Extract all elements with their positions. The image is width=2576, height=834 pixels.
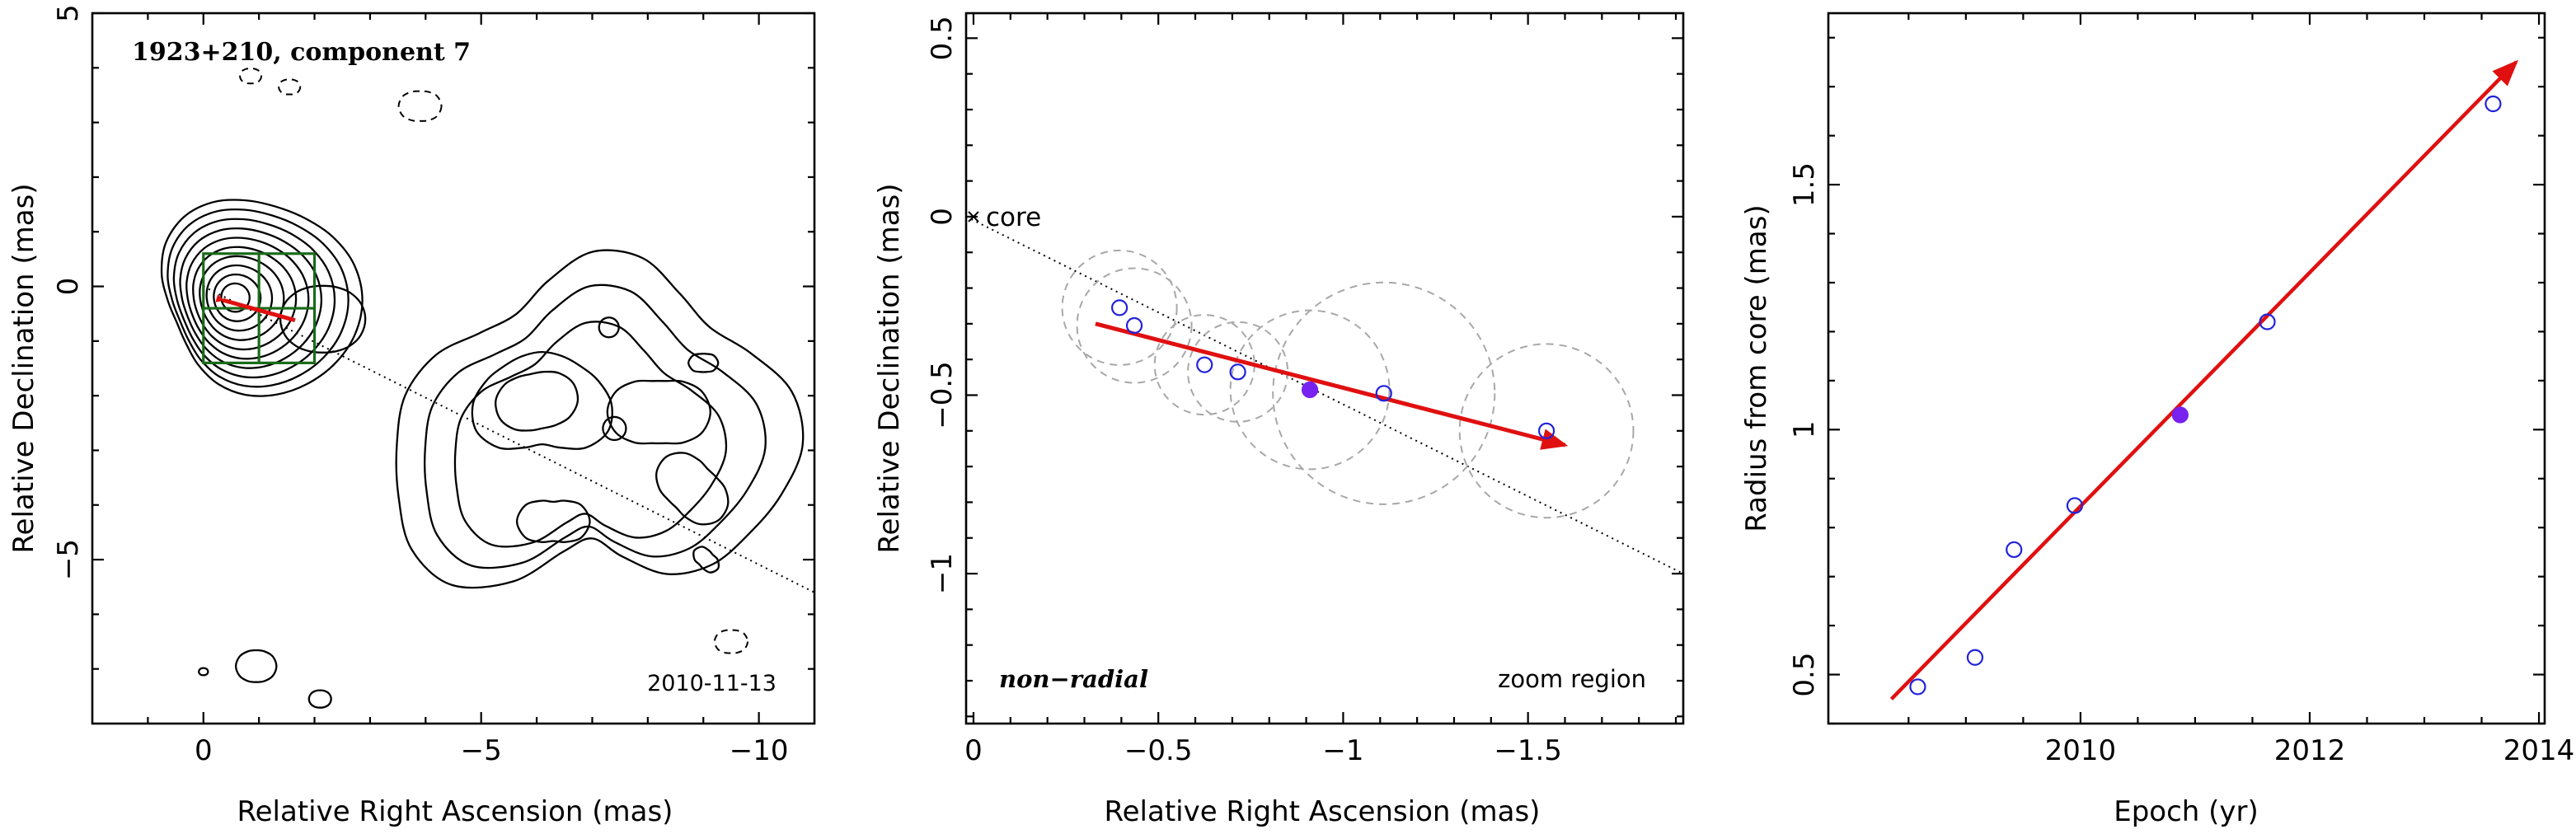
core-contour (185, 237, 310, 360)
contour-island (198, 667, 209, 677)
zoom-x-tick-label: −1 (1322, 734, 1363, 767)
jet-contour (495, 370, 579, 432)
core-contour (172, 218, 336, 379)
zoom-plot-area (965, 211, 1684, 574)
zoom-x-tick-label: 0 (964, 734, 983, 767)
map-y-tick-label: −5 (52, 539, 85, 580)
jet-contour (602, 415, 627, 442)
non-radial-label: non−radial (999, 665, 1148, 693)
data-point (2485, 95, 2502, 113)
map-plot-area (160, 68, 815, 709)
core-contour (213, 273, 262, 322)
fit-line (1889, 59, 2519, 700)
reference-epoch-point (1301, 381, 1319, 399)
negative-contour (713, 629, 749, 654)
core-contour (179, 227, 323, 369)
data-point (2066, 497, 2084, 514)
core-contour (167, 208, 350, 388)
component-size-circle (1272, 281, 1496, 505)
negative-contour (239, 68, 263, 85)
radius-frame (1827, 12, 2546, 725)
radius-x-tick-label: 2012 (2274, 734, 2346, 767)
map-y-axis-label: Relative Declination (mas) (7, 183, 40, 553)
zoom-panel: 0 −0.5 −1 −1.5 0.5 0 −0.5 −1 core non−radial zo… (873, 12, 1685, 828)
data-point (1375, 385, 1392, 402)
core-contour (160, 199, 364, 397)
motion-vector (1095, 321, 1569, 450)
radius-x-axis-label: Epoch (yr) (2114, 795, 2259, 828)
map-x-tick-label: 0 (195, 734, 213, 767)
data-point (2006, 541, 2023, 559)
radius-y-tick-label: 1 (1788, 420, 1821, 438)
zoom-y-tick-label: 0 (926, 208, 959, 226)
jet-contour (453, 321, 728, 548)
zoom-ticks: 0 −0.5 −1 −1.5 0.5 0 −0.5 −1 (926, 13, 1683, 767)
component-size-circle (1458, 343, 1635, 519)
map-panel: 0 −5 −10 5 0 −5 1923+210, component 7 2010-11… (7, 4, 816, 828)
zoom-y-tick-label: −0.5 (926, 361, 959, 429)
map-title: 1923+210, component 7 (132, 38, 471, 67)
zoom-y-axis-label: Relative Declination (mas) (873, 183, 906, 553)
jet-contour (424, 283, 767, 569)
map-frame (91, 12, 816, 725)
jet-contour (606, 379, 711, 445)
jet-contour (395, 249, 805, 589)
data-point (1111, 299, 1128, 316)
map-y-tick-label: 5 (52, 4, 85, 22)
component-size-circle (1061, 249, 1178, 366)
jet-contour (655, 452, 730, 526)
data-point (2259, 313, 2276, 330)
contour-island (234, 649, 278, 683)
zoom-frame (964, 12, 1685, 725)
data-point (1229, 363, 1246, 381)
core-contour (192, 246, 298, 351)
jet-contour (471, 350, 613, 450)
component-size-circle (1076, 267, 1193, 384)
data-point (1125, 316, 1143, 335)
jet-contour (598, 316, 620, 339)
zoom-x-axis-label: Relative Right Ascension (mas) (1105, 795, 1541, 828)
map-y-tick-label: 0 (52, 278, 85, 296)
map-x-tick-label: −5 (461, 734, 502, 767)
radius-y-axis-label: Radius from core (mas) (1740, 204, 1773, 532)
core-contour (205, 264, 274, 332)
radius-ticks: 2010 2012 2014 0.5 1 1.5 (1788, 13, 2574, 767)
radius-x-tick-label: 2010 (2045, 734, 2117, 767)
data-point (1966, 649, 1984, 666)
zoom-y-tick-label: −1 (926, 553, 959, 594)
zoom-y-tick-label: 0.5 (926, 16, 959, 60)
reference-epoch-point (2171, 406, 2189, 424)
data-point (1909, 678, 1926, 696)
motion-vector (215, 294, 296, 323)
jet-contour (692, 546, 720, 574)
zoom-x-tick-label: −1.5 (1494, 734, 1562, 767)
negative-contour (397, 90, 443, 122)
negative-contour (278, 78, 302, 96)
map-ticks: 0 −5 −10 5 0 −5 (52, 4, 814, 767)
zoom-x-tick-label: −0.5 (1124, 734, 1193, 767)
jet-contour (687, 353, 720, 373)
radius-y-tick-label: 1.5 (1788, 162, 1821, 207)
radius-panel: 2010 2012 2014 0.5 1 1.5 Epoch (yr) Radius fr… (1740, 12, 2574, 828)
data-point (1537, 422, 1555, 439)
radius-y-tick-label: 0.5 (1788, 653, 1821, 697)
ridge-line (203, 285, 815, 593)
core-contour (279, 284, 367, 354)
zoom-region-label: zoom region (1498, 665, 1646, 693)
radius-x-tick-label: 2014 (2503, 734, 2575, 767)
map-date: 2010-11-13 (647, 671, 777, 696)
contour-island (307, 689, 332, 709)
ridge-line (965, 216, 1684, 574)
data-point (1196, 356, 1213, 373)
core-label: core (986, 203, 1041, 232)
map-x-axis-label: Relative Right Ascension (mas) (237, 795, 673, 828)
map-x-tick-label: −10 (730, 734, 789, 767)
jet-contour (515, 499, 591, 543)
radius-plot-area (1889, 59, 2519, 700)
